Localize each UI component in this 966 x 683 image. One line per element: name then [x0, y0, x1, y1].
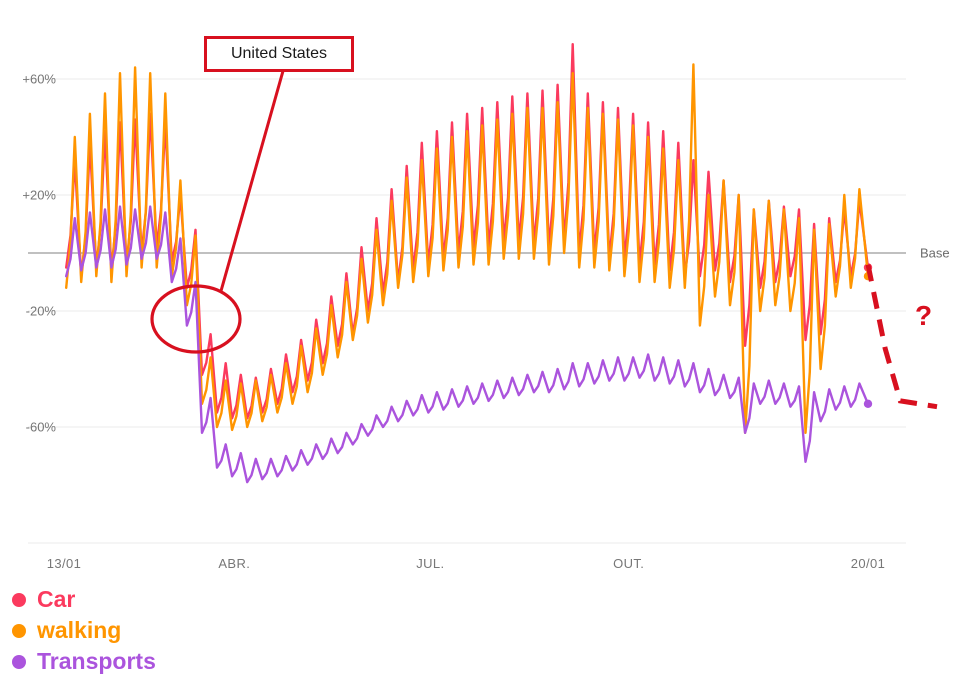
y-axis-label: +60% — [22, 72, 56, 87]
x-axis-label: JUL. — [416, 556, 444, 571]
country-annotation-box: United States — [204, 36, 354, 72]
projection-question-mark: ? — [915, 300, 933, 331]
chart-legend: Car walking Transports — [12, 584, 156, 677]
legend-item-car: Car — [12, 584, 156, 615]
series-line-walking — [64, 63, 870, 434]
legend-item-walking: walking — [12, 615, 156, 646]
y-axis-label: +20% — [22, 188, 56, 203]
walking-series-dot-icon — [12, 623, 26, 638]
series-endpoint-transports — [863, 399, 873, 408]
transports-series-dot-icon — [12, 654, 26, 669]
legend-item-label: Transports — [37, 648, 156, 674]
x-axis-label: 13/01 — [47, 556, 82, 571]
series-line-car — [64, 43, 870, 420]
legend-item-transports: Transports — [12, 646, 156, 677]
annotation-circle — [150, 284, 242, 354]
country-annotation-label: United States — [230, 45, 328, 62]
x-axis-label: 20/01 — [851, 556, 886, 571]
baseline-label: Base — [920, 246, 950, 261]
y-axis-label: -60% — [26, 420, 57, 435]
x-axis-label: OUT. — [613, 556, 644, 571]
x-axis-label: ABR. — [218, 556, 250, 571]
legend-item-label: walking — [37, 617, 122, 643]
series-line-transports — [64, 205, 870, 484]
projection-dashed-line — [865, 264, 938, 410]
car-series-dot-icon — [12, 592, 26, 607]
legend-item-label: Car — [37, 586, 76, 612]
y-axis-label: -20% — [26, 304, 57, 319]
annotation-connector-line — [219, 70, 285, 292]
